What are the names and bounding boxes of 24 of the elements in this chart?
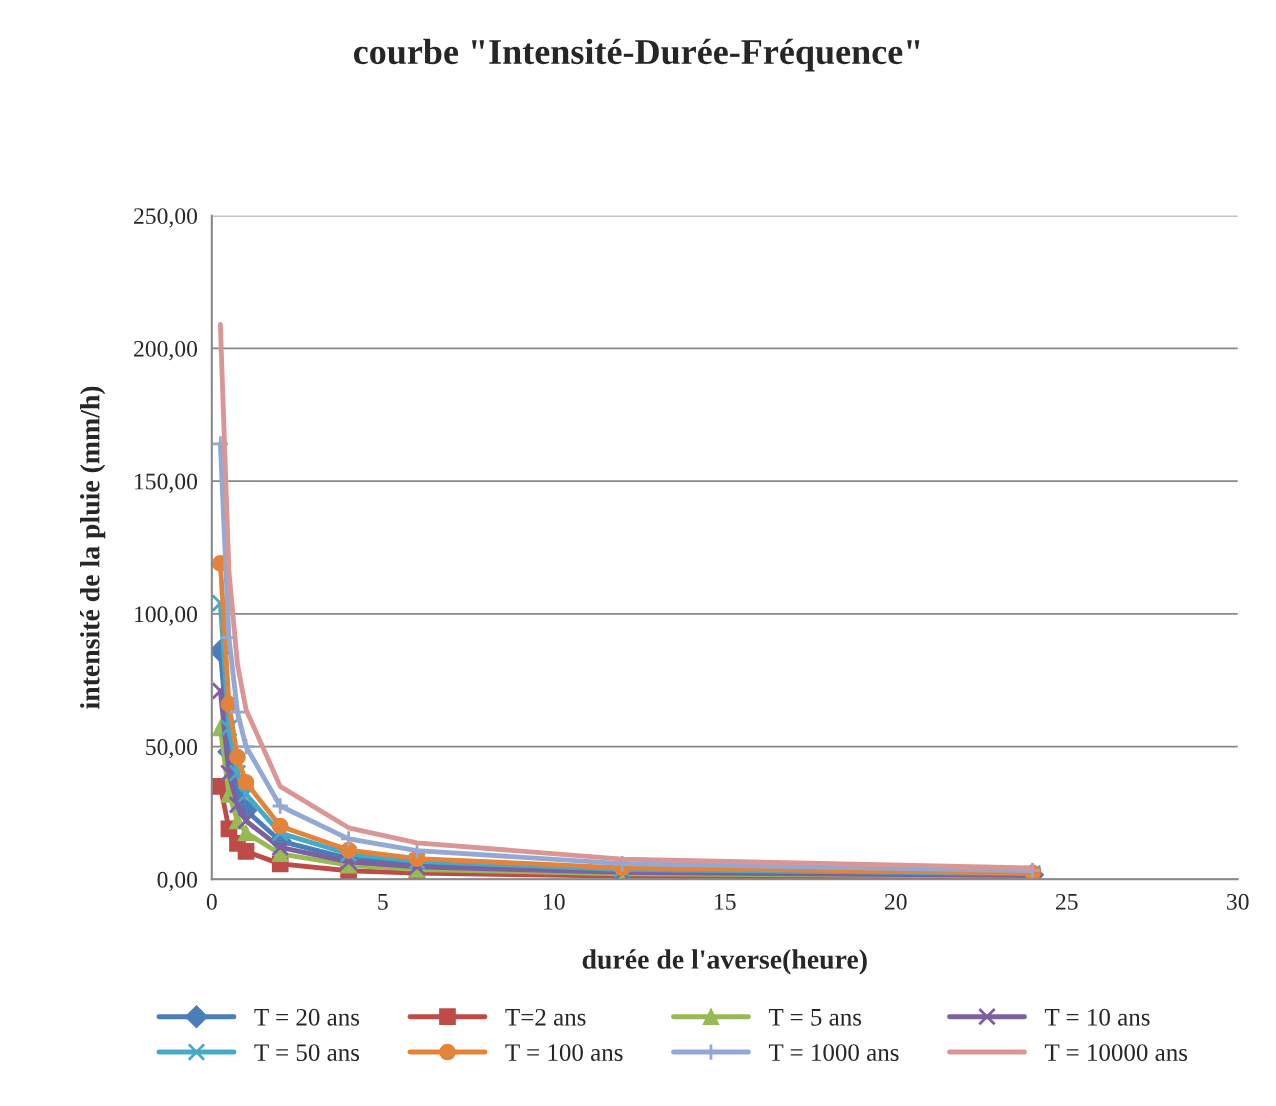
legend-label: T = 10 ans (1044, 1008, 1150, 1026)
y-tick-label: 200,00 (134, 340, 198, 361)
legend-label: T = 100 ans (505, 1044, 623, 1062)
y-tick-label: 250,00 (134, 208, 198, 228)
x-tick-label: 5 (378, 894, 388, 910)
chart-title: courbe "Intensité-Durée-Fréquence" (353, 38, 920, 72)
x-axis-title: durée de l'averse(heure) (582, 949, 867, 975)
x-tick-label: 25 (1055, 893, 1078, 910)
legend-label: T = 10000 ans (1044, 1044, 1188, 1062)
legend-label: T=2 ans (505, 1008, 586, 1026)
x-tick-label: 0 (206, 893, 217, 910)
y-axis-title: intensité de la pluie (mm/h) (80, 386, 106, 709)
x-tick-label: 20 (884, 893, 907, 910)
x-tick-label: 30 (1227, 893, 1249, 910)
x-tick-label: 15 (715, 893, 736, 910)
legend-label: T = 20 ans (254, 1008, 360, 1026)
y-tick-label: 150,00 (135, 473, 198, 493)
y-tick-label: 100,00 (135, 606, 198, 626)
y-tick-label: 0,00 (157, 871, 198, 892)
x-tick-label: 10 (544, 893, 565, 910)
y-tick-label: 50,00 (146, 739, 198, 759)
legend-label: T = 1000 ans (768, 1044, 899, 1062)
legend-label: T = 50 ans (254, 1044, 360, 1062)
legend-label: T = 5 ans (768, 1009, 862, 1026)
